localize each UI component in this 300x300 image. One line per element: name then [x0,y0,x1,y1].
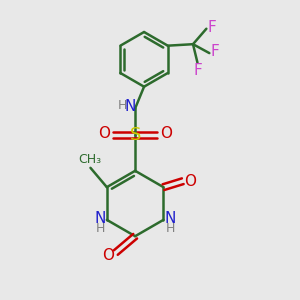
Text: H: H [96,222,105,235]
Text: O: O [102,248,114,263]
Text: S: S [130,126,141,144]
Text: O: O [160,126,172,141]
Text: O: O [98,126,110,141]
Text: F: F [193,62,202,77]
Text: CH₃: CH₃ [78,153,101,166]
Text: H: H [165,222,175,235]
Text: N: N [124,99,136,114]
Text: N: N [164,211,176,226]
Text: H: H [118,99,127,112]
Text: N: N [94,211,106,226]
Text: F: F [208,20,217,35]
Text: O: O [184,174,196,189]
Text: F: F [211,44,220,59]
